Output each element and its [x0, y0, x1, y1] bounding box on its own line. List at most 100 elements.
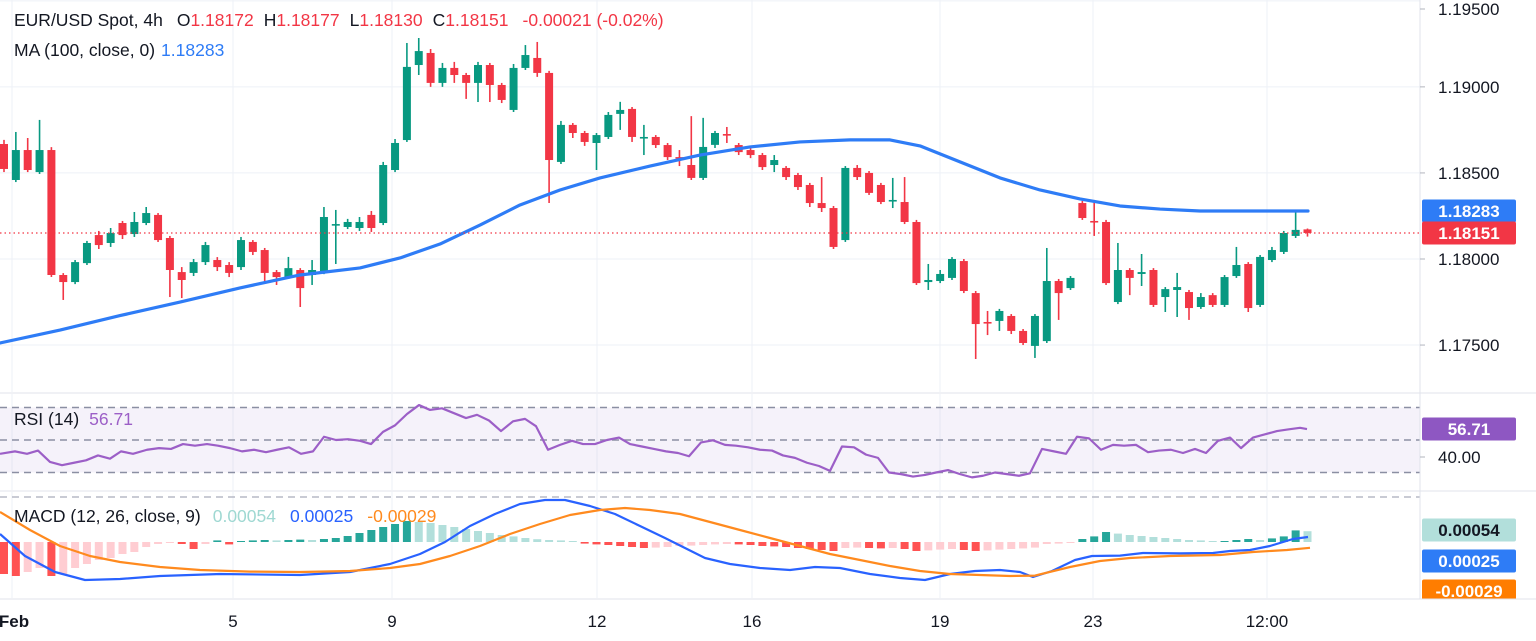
svg-text:1.19000: 1.19000 — [1438, 78, 1499, 97]
low-value: 1.18130 — [359, 10, 423, 30]
candlestick-series — [0, 37, 1312, 359]
svg-text:1.17500: 1.17500 — [1438, 336, 1499, 355]
macd-histogram-bar — [47, 542, 56, 576]
candle-body — [912, 221, 921, 284]
macd-histogram-bar — [1232, 540, 1241, 542]
price-scale[interactable]: 1.19500 1.19000 1.18500 1.18000 1.17500 40.00… — [1420, 0, 1516, 603]
candle-body — [391, 142, 400, 171]
svg-text:9: 9 — [387, 612, 396, 631]
macd-line — [0, 498, 1309, 582]
macd-histogram-bar — [1185, 540, 1193, 542]
candle-body — [1256, 256, 1265, 305]
macd-indicator-title[interactable]: MACD (12, 26, close, 9) — [14, 506, 201, 526]
macd-histogram-bar — [284, 540, 293, 542]
macd-histogram-bar — [450, 527, 459, 542]
candle-body — [853, 167, 862, 178]
candle-body — [35, 150, 44, 173]
macd-histogram-bar — [509, 536, 518, 542]
rsi-indicator-title[interactable]: RSI (14) — [14, 409, 80, 429]
macd-histogram-bar — [142, 542, 151, 547]
candle-body — [1090, 220, 1099, 223]
macd-histogram-bar — [426, 523, 435, 542]
candle-body — [1054, 281, 1063, 294]
macd-histogram-bar — [639, 542, 648, 548]
candle-body — [1149, 270, 1158, 305]
close-label: C — [432, 10, 446, 30]
macd-histogram-bar — [616, 542, 625, 546]
candle-body — [628, 108, 637, 137]
candle-body — [568, 124, 577, 133]
macd-histogram-bar — [1007, 542, 1016, 549]
macd-histogram-bar — [343, 536, 352, 542]
svg-text:19: 19 — [931, 612, 950, 631]
candle-body — [343, 221, 352, 227]
candle-body — [924, 279, 933, 283]
candle-body — [521, 55, 530, 68]
candle-body — [331, 224, 340, 226]
macd-histogram-bar — [11, 542, 20, 576]
candle-body — [0, 144, 8, 169]
ma-indicator-title[interactable]: MA (100, close, 0) — [14, 40, 156, 60]
macd-histogram-bar — [355, 533, 364, 542]
macd-histogram-bar — [817, 542, 826, 550]
legend-ma: MA (100, close, 0) 1.18283 — [14, 39, 224, 61]
candle-body — [675, 157, 684, 159]
candle-body — [900, 202, 909, 222]
candle-body — [1113, 270, 1122, 303]
macd-histogram-bar — [663, 542, 672, 547]
macd-histogram-bar — [1267, 538, 1276, 542]
candle-body — [225, 265, 234, 273]
candle-body — [414, 51, 423, 66]
candle-body — [118, 223, 127, 236]
macd-histogram-bar — [438, 525, 447, 542]
candle-body — [1303, 229, 1312, 233]
candle-body — [995, 310, 1004, 321]
time-scale[interactable]: Feb 5 9 12 16 19 23 12:00 — [0, 598, 1536, 641]
svg-text:1.18283: 1.18283 — [1438, 202, 1499, 221]
candle-body — [1042, 281, 1051, 342]
macd-histogram-bar — [699, 542, 708, 545]
macd-histogram-bar — [225, 542, 234, 545]
candle-body — [1078, 203, 1087, 219]
candle-body — [829, 208, 838, 247]
candle-body — [805, 184, 814, 204]
price-badge — [1422, 221, 1516, 245]
close-value: 1.18151 — [445, 10, 509, 30]
candle-body — [248, 241, 257, 252]
candle-body — [722, 134, 731, 136]
macd-histogram-bar — [272, 540, 281, 542]
macd-histogram-bar — [948, 542, 956, 549]
candle-body — [71, 262, 80, 283]
candle-body — [201, 245, 210, 263]
macd-histogram-bar — [308, 540, 317, 542]
macd-histogram-bar — [1137, 536, 1146, 542]
macd-histogram-bar — [296, 539, 305, 542]
candle-body — [189, 262, 198, 273]
candle-body — [1279, 233, 1288, 252]
candle-body — [177, 272, 186, 280]
macd-histogram-bar — [0, 542, 8, 574]
macd-histogram-bar — [983, 542, 992, 551]
candle-body — [1125, 270, 1134, 278]
candle-body — [711, 133, 719, 145]
candle-body — [770, 160, 779, 166]
ma-100-line — [0, 138, 1310, 345]
candle-body — [1291, 229, 1300, 236]
macd-histogram-bar — [959, 542, 968, 550]
macd-histogram-bar — [177, 542, 186, 544]
macd-histogram-bar — [1244, 539, 1253, 542]
candle-body — [959, 261, 968, 292]
symbol-title[interactable]: EUR/USD Spot, 4h — [14, 10, 163, 30]
macd-histogram-bar — [213, 540, 222, 542]
macd-histogram-bar — [1161, 538, 1170, 542]
macd-signal-value: -0.00029 — [367, 506, 437, 526]
candle-body — [1066, 277, 1075, 289]
macd-histogram-bar — [474, 531, 482, 542]
grid-lines — [0, 0, 1420, 598]
candle-body — [782, 167, 791, 178]
svg-text:12: 12 — [588, 612, 607, 631]
macd-histogram-bar — [260, 540, 269, 542]
candle-body — [604, 114, 613, 137]
candle-body — [1267, 250, 1276, 261]
